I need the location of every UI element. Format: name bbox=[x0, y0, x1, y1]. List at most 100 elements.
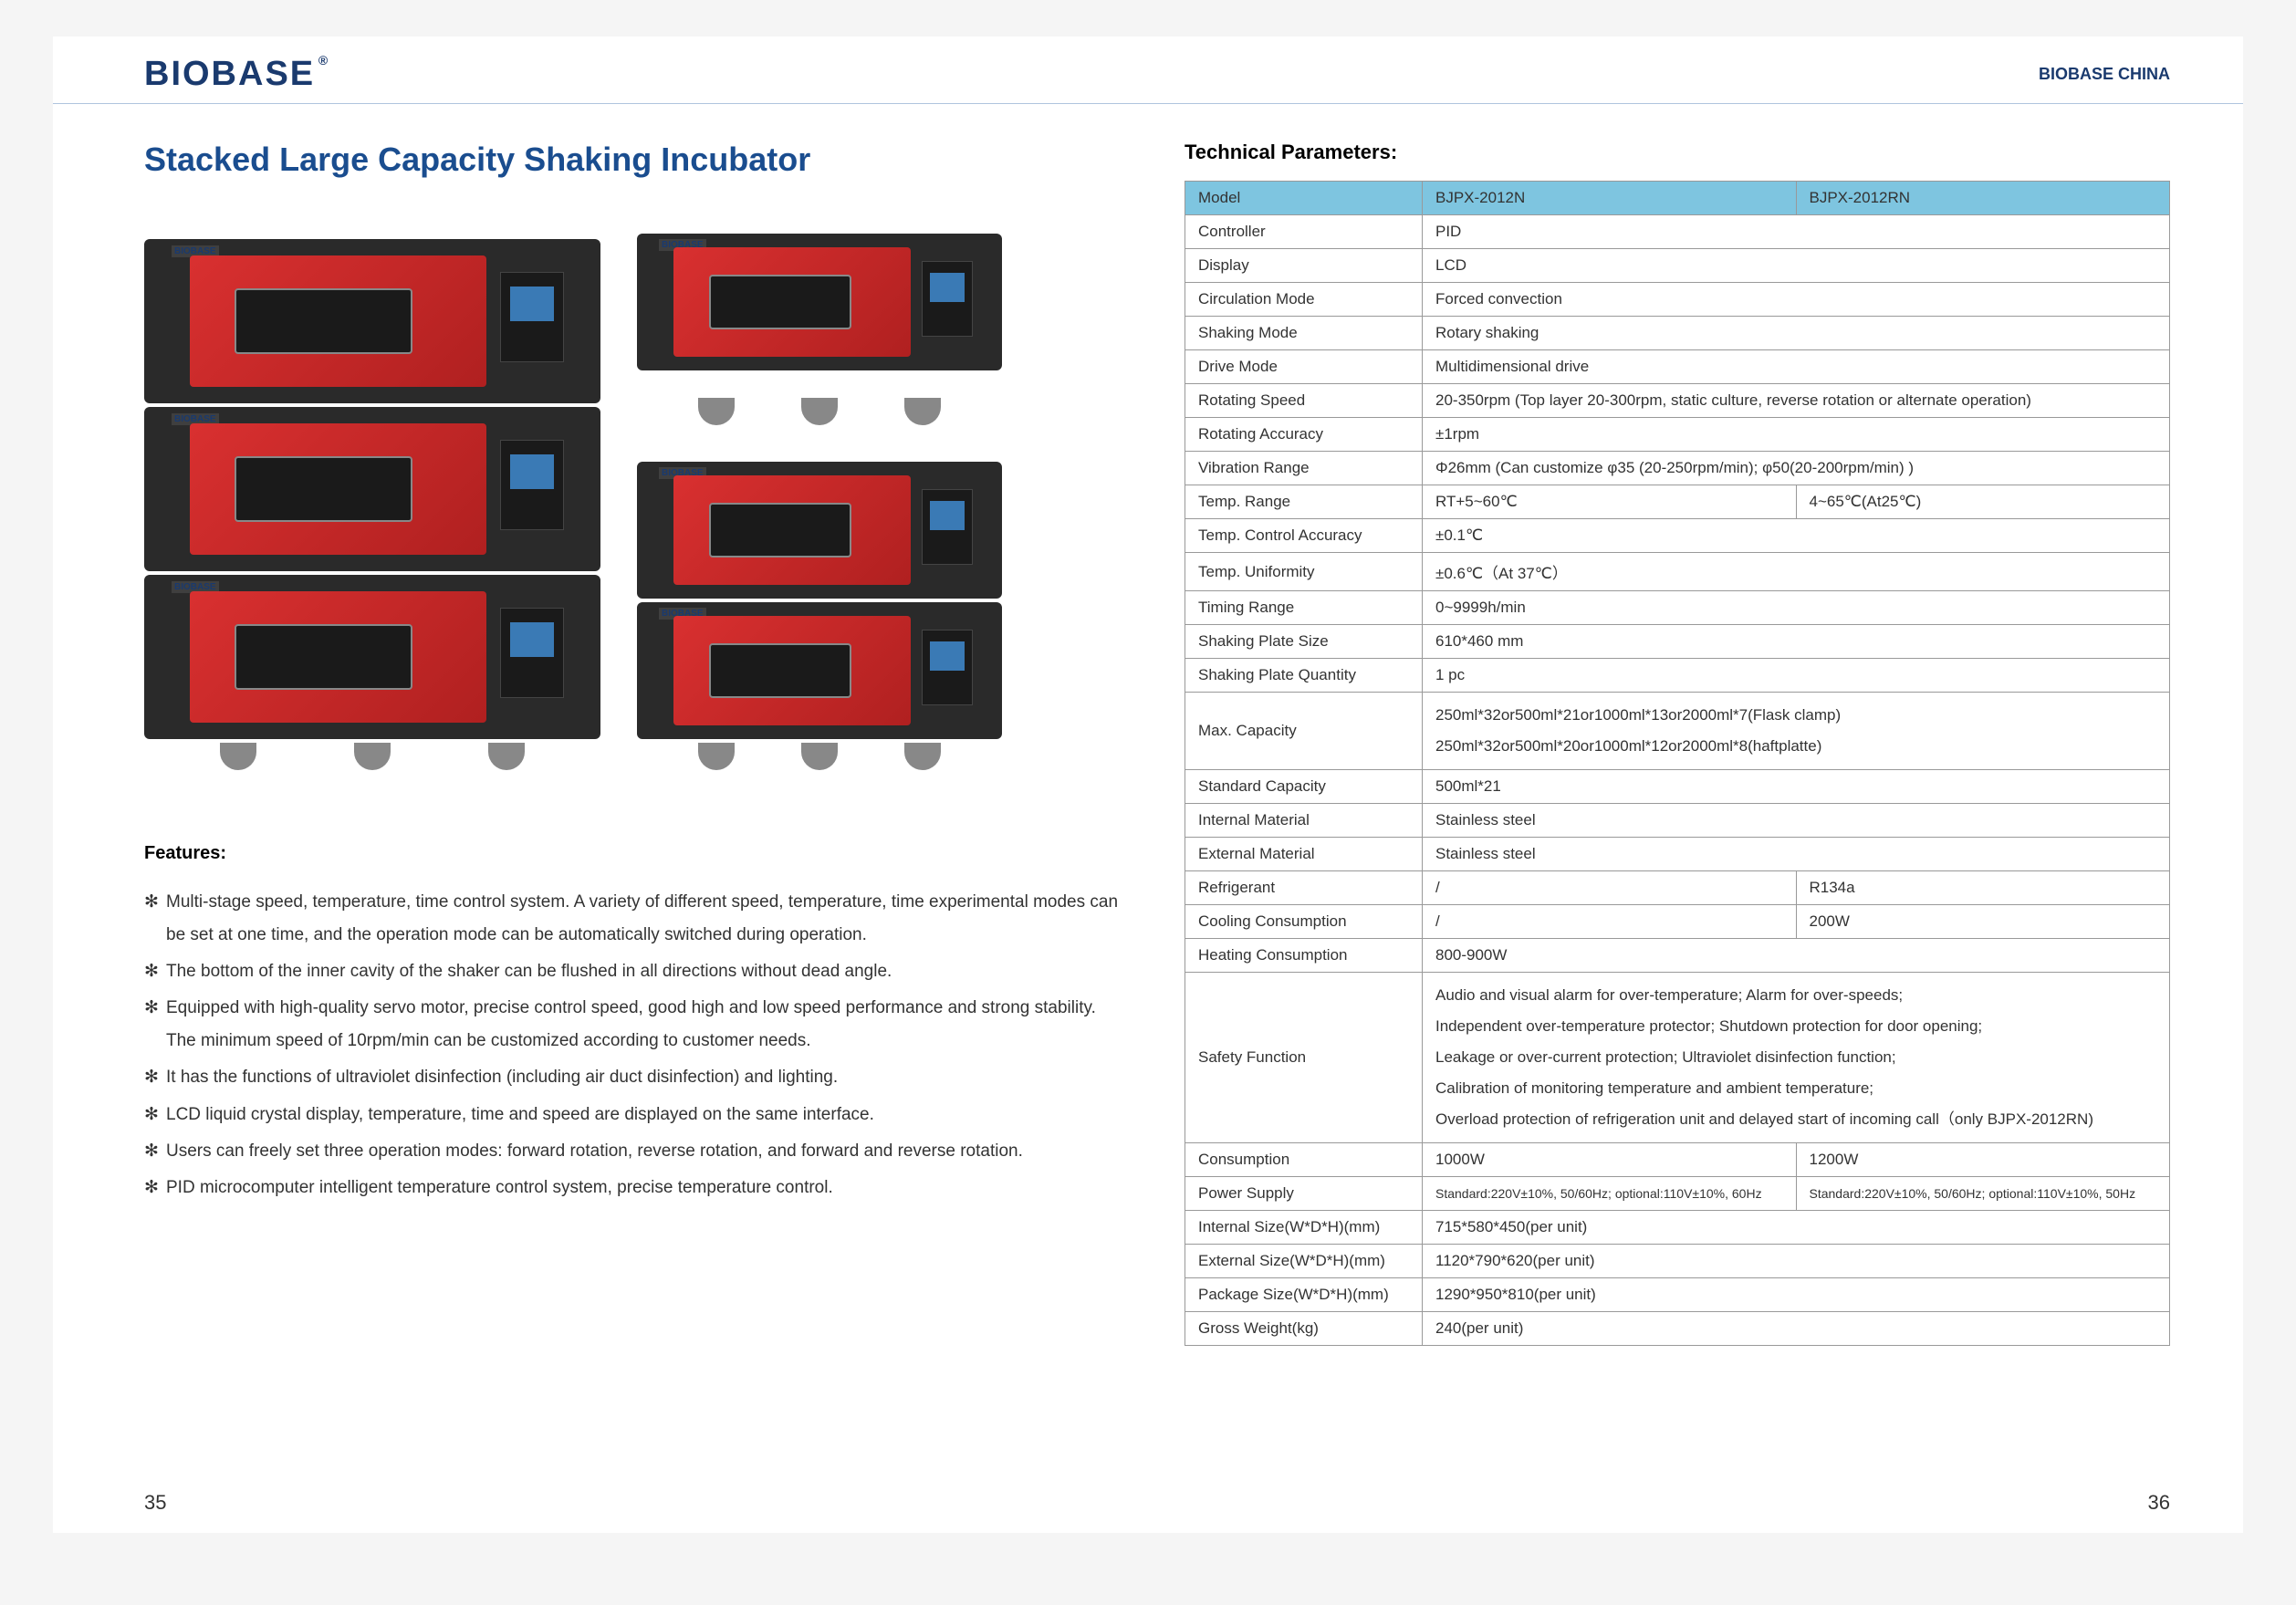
row-label: Controller bbox=[1185, 215, 1423, 249]
screen bbox=[510, 454, 554, 490]
row-value: Stainless steel bbox=[1423, 838, 2170, 871]
window bbox=[235, 456, 412, 522]
red-panel bbox=[673, 616, 911, 725]
row-label: Refrigerant bbox=[1185, 871, 1423, 905]
row-value: Rotary shaking bbox=[1423, 317, 2170, 350]
row-label: Timing Range bbox=[1185, 591, 1423, 625]
features-list: Multi-stage speed, temperature, time con… bbox=[144, 886, 1130, 1204]
table-row: Drive ModeMultidimensional drive bbox=[1185, 350, 2170, 384]
row-label: Temp. Control Accuracy bbox=[1185, 519, 1423, 553]
row-value: 20-350rpm (Top layer 20-300rpm, static c… bbox=[1423, 384, 2170, 418]
feature-item: Equipped with high-quality servo motor, … bbox=[144, 992, 1130, 1058]
page-number-left: 35 bbox=[144, 1491, 166, 1515]
row-value: 0~9999h/min bbox=[1423, 591, 2170, 625]
row-label: Max. Capacity bbox=[1185, 693, 1423, 770]
control-panel bbox=[500, 608, 564, 698]
screen bbox=[930, 273, 965, 302]
row-label: Consumption bbox=[1185, 1143, 1423, 1177]
feet bbox=[144, 743, 600, 770]
table-row: Shaking Plate Quantity1 pc bbox=[1185, 659, 2170, 693]
feature-item: It has the functions of ultraviolet disi… bbox=[144, 1061, 1130, 1094]
incubator-unit: BIOBASE bbox=[144, 407, 600, 571]
row-label: Shaking Plate Size bbox=[1185, 625, 1423, 659]
table-row: Vibration RangeΦ26mm (Can customize φ35 … bbox=[1185, 452, 2170, 485]
table-row: Power SupplyStandard:220V±10%, 50/60Hz; … bbox=[1185, 1177, 2170, 1211]
logo: BIOBASE ® bbox=[144, 55, 315, 94]
row-label: Display bbox=[1185, 249, 1423, 283]
table-row: Temp. Uniformity±0.6℃（At 37℃） bbox=[1185, 553, 2170, 591]
feature-item: LCD liquid crystal display, temperature,… bbox=[144, 1099, 1130, 1131]
header-col1: BJPX-2012N bbox=[1423, 182, 1797, 215]
row-label: Cooling Consumption bbox=[1185, 905, 1423, 939]
row-value: Stainless steel bbox=[1423, 804, 2170, 838]
row-label: Shaking Mode bbox=[1185, 317, 1423, 350]
row-col2: 4~65℃(At25℃) bbox=[1796, 485, 2170, 519]
table-header-row: ModelBJPX-2012NBJPX-2012RN bbox=[1185, 182, 2170, 215]
product-title: Stacked Large Capacity Shaking Incubator bbox=[144, 141, 1130, 179]
row-label: Package Size(W*D*H)(mm) bbox=[1185, 1278, 1423, 1312]
features-title: Features: bbox=[144, 843, 1130, 864]
double-stack-image: BIOBASE BIOBASE bbox=[637, 462, 1002, 770]
row-value: ±1rpm bbox=[1423, 418, 2170, 452]
control-panel bbox=[922, 489, 973, 565]
table-row: Temp. RangeRT+5~60℃4~65℃(At25℃) bbox=[1185, 485, 2170, 519]
single-double-column: BIOBASE BIOBASE BIOBASE bbox=[637, 234, 1002, 770]
incubator-unit: BIOBASE bbox=[637, 462, 1002, 599]
row-label: Heating Consumption bbox=[1185, 939, 1423, 973]
red-panel bbox=[673, 247, 911, 357]
table-row: Rotating Speed20-350rpm (Top layer 20-30… bbox=[1185, 384, 2170, 418]
control-panel bbox=[500, 440, 564, 530]
row-col2: 200W bbox=[1796, 905, 2170, 939]
red-panel bbox=[673, 475, 911, 585]
row-col1: Standard:220V±10%, 50/60Hz; optional:110… bbox=[1423, 1177, 1797, 1211]
table-row: Refrigerant/R134a bbox=[1185, 871, 2170, 905]
window bbox=[709, 503, 851, 558]
product-images: BIOBASE BIOBASE BIOBASE bbox=[144, 234, 1130, 770]
table-row: Max. Capacity250ml*32or500ml*21or1000ml*… bbox=[1185, 693, 2170, 770]
row-label: External Size(W*D*H)(mm) bbox=[1185, 1245, 1423, 1278]
feet bbox=[637, 398, 1002, 425]
row-col1: RT+5~60℃ bbox=[1423, 485, 1797, 519]
logo-text: BIOBASE bbox=[144, 55, 315, 93]
table-row: Internal MaterialStainless steel bbox=[1185, 804, 2170, 838]
row-label: Rotating Speed bbox=[1185, 384, 1423, 418]
row-label: Safety Function bbox=[1185, 973, 1423, 1143]
header-col2: BJPX-2012RN bbox=[1796, 182, 2170, 215]
row-value: 1290*950*810(per unit) bbox=[1423, 1278, 2170, 1312]
window bbox=[235, 288, 412, 354]
table-row: External Size(W*D*H)(mm)1120*790*620(per… bbox=[1185, 1245, 2170, 1278]
row-col1: 1000W bbox=[1423, 1143, 1797, 1177]
table-row: Package Size(W*D*H)(mm)1290*950*810(per … bbox=[1185, 1278, 2170, 1312]
window bbox=[235, 624, 412, 690]
row-label: Internal Material bbox=[1185, 804, 1423, 838]
table-row: Rotating Accuracy±1rpm bbox=[1185, 418, 2170, 452]
content: Stacked Large Capacity Shaking Incubator… bbox=[53, 104, 2243, 1346]
triple-stack-image: BIOBASE BIOBASE BIOBASE bbox=[144, 239, 600, 770]
row-label: Temp. Uniformity bbox=[1185, 553, 1423, 591]
row-label: Standard Capacity bbox=[1185, 770, 1423, 804]
feature-item: The bottom of the inner cavity of the sh… bbox=[144, 955, 1130, 988]
table-row: Safety FunctionAudio and visual alarm fo… bbox=[1185, 973, 2170, 1143]
row-label: Rotating Accuracy bbox=[1185, 418, 1423, 452]
row-col2: Standard:220V±10%, 50/60Hz; optional:110… bbox=[1796, 1177, 2170, 1211]
table-row: DisplayLCD bbox=[1185, 249, 2170, 283]
row-label: Gross Weight(kg) bbox=[1185, 1312, 1423, 1346]
row-value: 240(per unit) bbox=[1423, 1312, 2170, 1346]
screen bbox=[510, 287, 554, 322]
row-value: ±0.1℃ bbox=[1423, 519, 2170, 553]
red-panel bbox=[190, 255, 486, 387]
row-value: Multidimensional drive bbox=[1423, 350, 2170, 384]
screen bbox=[510, 622, 554, 658]
row-col2: 1200W bbox=[1796, 1143, 2170, 1177]
row-value: Φ26mm (Can customize φ35 (20-250rpm/min)… bbox=[1423, 452, 2170, 485]
table-row: Gross Weight(kg)240(per unit) bbox=[1185, 1312, 2170, 1346]
screen bbox=[930, 501, 965, 530]
row-value: PID bbox=[1423, 215, 2170, 249]
row-value: 500ml*21 bbox=[1423, 770, 2170, 804]
feature-item: Users can freely set three operation mod… bbox=[144, 1135, 1130, 1168]
window bbox=[709, 643, 851, 698]
row-label: Shaking Plate Quantity bbox=[1185, 659, 1423, 693]
table-row: Timing Range0~9999h/min bbox=[1185, 591, 2170, 625]
incubator-unit: BIOBASE bbox=[637, 602, 1002, 739]
header: BIOBASE ® BIOBASE CHINA bbox=[53, 55, 2243, 104]
